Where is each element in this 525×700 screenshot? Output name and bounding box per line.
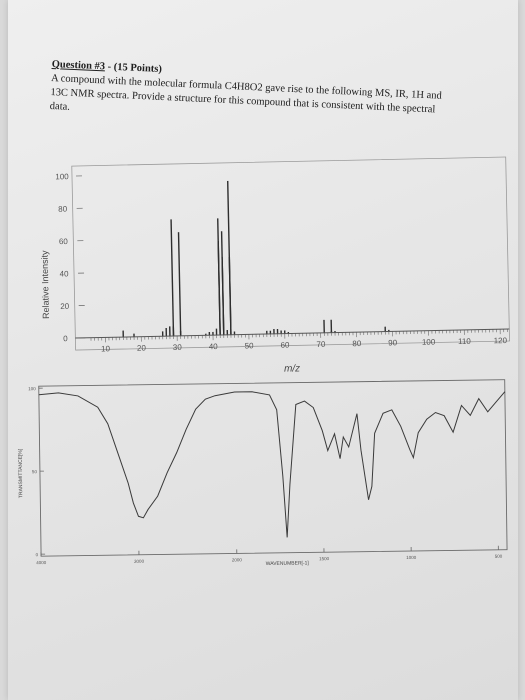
ms-x-tick-label: 80 xyxy=(352,339,362,348)
ir-x-axis-label: WAVENUMBER[-1] xyxy=(266,560,310,567)
ms-frame xyxy=(71,156,510,351)
ir-y-axis-label: TRANSMITTANCE[%] xyxy=(18,448,25,498)
ms-x-tick-label: 40 xyxy=(209,342,219,351)
ms-major-peak xyxy=(221,257,225,335)
ms-y-tick-label: 80 xyxy=(58,205,68,214)
ms-y-tick-label: 100 xyxy=(55,172,69,181)
ir-y-tick-label: 100 xyxy=(28,386,36,391)
ms-x-tick-label: 30 xyxy=(173,343,183,352)
worksheet-page: Question #3 - (15 Points) A compound wit… xyxy=(8,0,518,700)
ms-major-peak xyxy=(177,232,182,336)
ms-x-tick-label: 100 xyxy=(422,338,436,347)
question-text: Question #3 - (15 Points) A compound wit… xyxy=(49,58,511,135)
ms-y-tick-label: 20 xyxy=(60,302,70,311)
ms-x-tick-label: 50 xyxy=(245,341,255,350)
ms-x-tick-label: 90 xyxy=(388,338,398,347)
ms-y-axis-label: Relative Intensity xyxy=(40,250,51,319)
ms-x-tick-label: 60 xyxy=(280,341,290,350)
question-label: Question #3 xyxy=(51,58,106,73)
ir-x-tick-label: 500 xyxy=(495,554,503,559)
ir-y-tick-label: 50 xyxy=(32,469,38,474)
ms-x-axis-label: m/z xyxy=(284,363,300,374)
ms-x-tick-label: 20 xyxy=(137,344,147,353)
mass-spectrum-chart: 0 20 40 60 80 100 10 20 30 40 50 60 70 80 90 100 110 120… xyxy=(40,156,510,375)
ir-x-tick-label: 4000 xyxy=(36,560,47,565)
ir-y-tick-label: 0 xyxy=(36,552,39,557)
ir-x-tick-label: 1000 xyxy=(406,555,417,560)
ms-x-tick-label: 120 xyxy=(494,336,508,345)
ir-x-tick-label: 3000 xyxy=(134,559,145,564)
ms-y-tick-label: 40 xyxy=(59,269,69,278)
ms-x-tick-label: 110 xyxy=(458,337,471,346)
question-points: - (15 Points) xyxy=(104,61,163,75)
ms-x-axis xyxy=(75,328,510,339)
ir-x-tick-label: 2000 xyxy=(232,557,243,562)
ms-y-tick-label: 60 xyxy=(59,237,69,246)
ms-y-tick-label: 0 xyxy=(63,334,68,343)
ir-frame xyxy=(38,379,508,557)
ms-major-peak xyxy=(170,219,175,337)
ms-x-tick-label: 10 xyxy=(101,344,111,353)
ms-major-peak xyxy=(227,180,232,335)
ir-x-tick-label: 1500 xyxy=(319,556,330,561)
ms-major-peak xyxy=(217,241,221,336)
ms-x-tick-label: 70 xyxy=(316,340,326,349)
ir-trace xyxy=(38,391,506,538)
